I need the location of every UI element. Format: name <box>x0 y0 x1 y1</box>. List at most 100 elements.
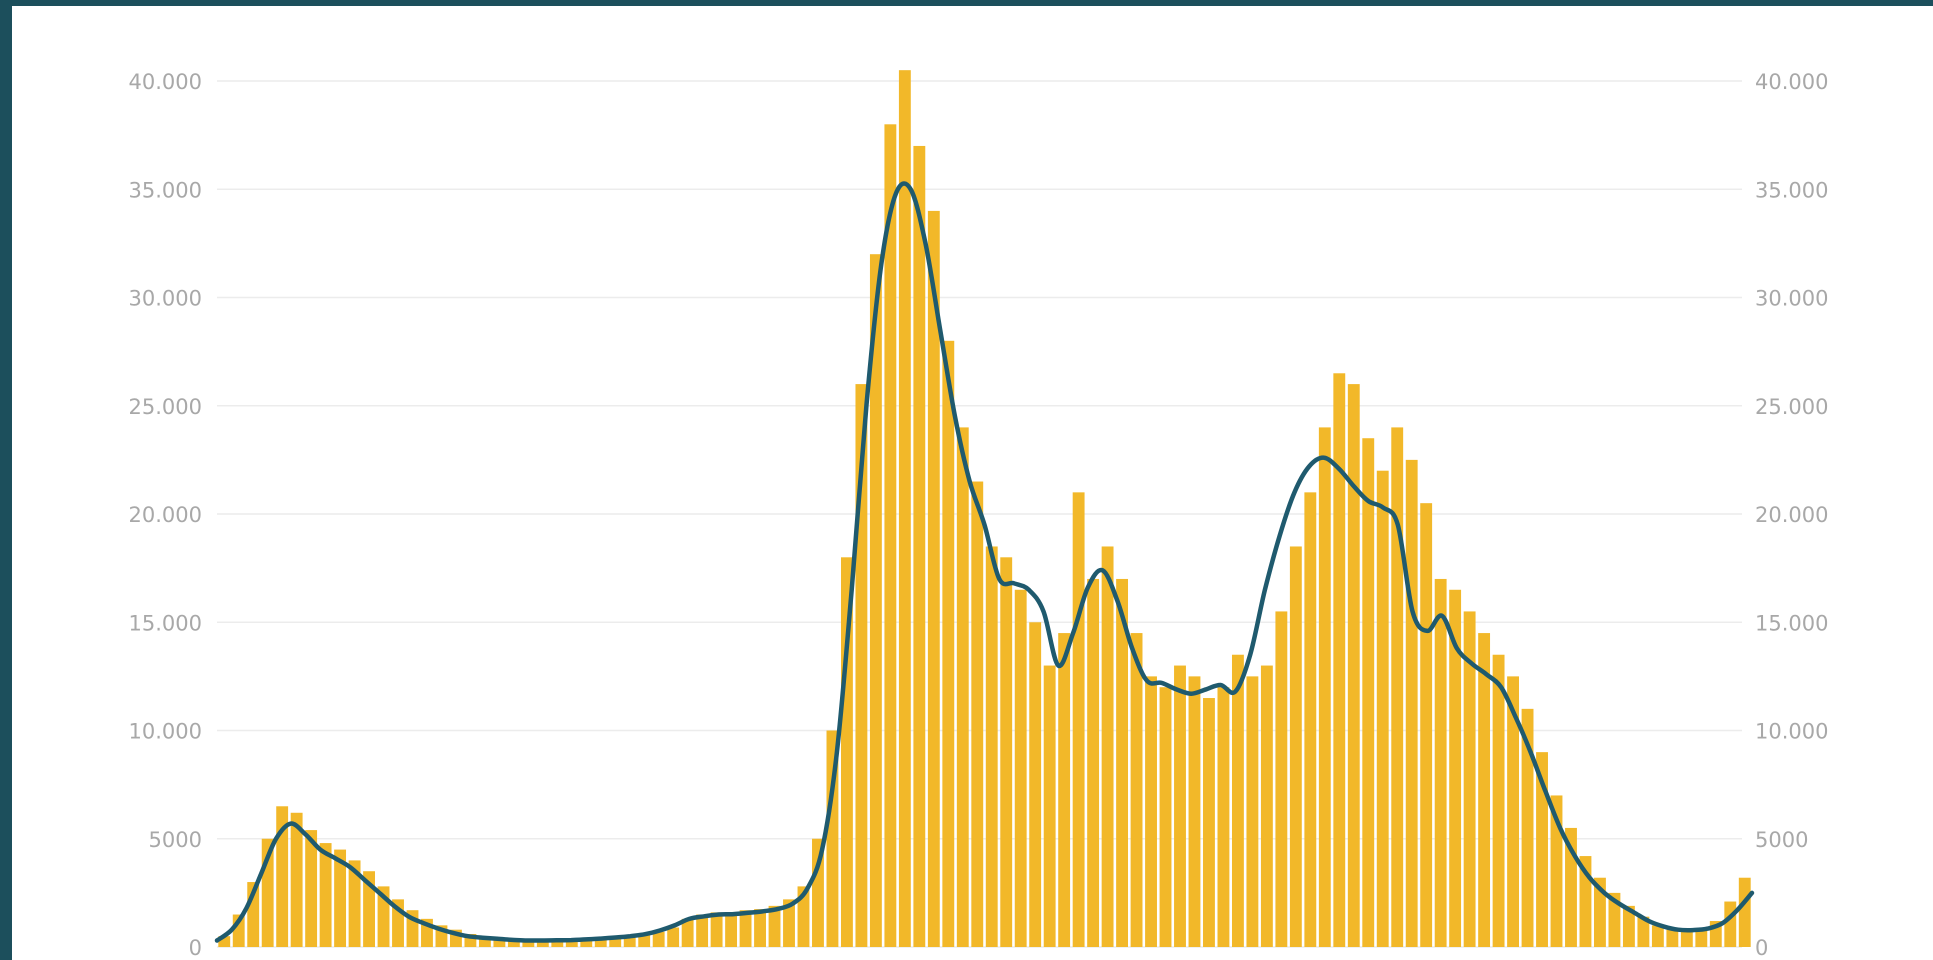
left-tick-label: 5000 <box>149 828 202 852</box>
bar <box>1347 384 1360 948</box>
bar <box>1666 929 1679 947</box>
bar <box>1246 676 1259 947</box>
bar <box>840 557 853 947</box>
left-tick-label: 40.000 <box>129 70 202 94</box>
bar <box>1289 546 1302 947</box>
right-tick-label: 5000 <box>1755 828 1808 852</box>
bar <box>739 910 752 947</box>
bar <box>565 940 578 947</box>
bar <box>1391 427 1404 947</box>
bar <box>377 886 390 947</box>
chart-frame: 0 5000 10.000 15.000 20.000 25.000 30.000 35.00… <box>12 6 1933 960</box>
bar <box>1087 578 1100 947</box>
bar <box>1579 856 1592 947</box>
bar <box>812 838 824 947</box>
bar <box>1188 676 1201 947</box>
bar <box>1159 687 1172 947</box>
bar <box>927 210 940 947</box>
bar <box>884 124 897 948</box>
bar <box>1492 654 1505 947</box>
right-tick-label: 25.000 <box>1755 395 1828 419</box>
bar <box>1029 622 1042 947</box>
bar <box>1608 892 1621 947</box>
bar <box>1333 373 1346 947</box>
bar <box>1362 438 1375 947</box>
bar <box>363 871 375 947</box>
bar <box>1637 916 1650 947</box>
left-tick-label: 10.000 <box>129 720 202 744</box>
bar <box>1724 901 1737 947</box>
bar <box>1449 589 1462 947</box>
bar <box>1000 557 1013 947</box>
bar <box>1058 633 1071 947</box>
bar <box>1420 503 1433 947</box>
bar <box>1680 931 1693 947</box>
left-tick-label: 20.000 <box>129 503 202 527</box>
bar <box>1145 676 1157 947</box>
bar <box>869 254 882 947</box>
bar <box>305 830 318 947</box>
bar <box>1536 752 1548 947</box>
bar <box>435 925 448 947</box>
bar <box>768 905 781 947</box>
bar <box>1622 905 1635 947</box>
bar <box>638 934 651 947</box>
bar <box>1478 633 1491 947</box>
bar <box>450 929 462 947</box>
bar <box>797 886 810 947</box>
bar <box>1507 676 1519 947</box>
bar <box>783 899 795 947</box>
bar <box>1405 459 1418 947</box>
right-tick-label: 35.000 <box>1755 178 1828 202</box>
bar <box>971 481 984 947</box>
bar <box>290 812 303 947</box>
average-line <box>214 181 1755 943</box>
bar <box>1014 589 1027 947</box>
bar <box>652 931 665 947</box>
bar <box>855 384 868 948</box>
bar <box>1709 921 1722 947</box>
left-y-axis: 0 5000 10.000 15.000 20.000 25.000 30.000 35.00… <box>129 70 202 960</box>
right-y-axis: 0 5000 10.000 15.000 20.000 25.000 30.000 35.00… <box>1755 70 1828 960</box>
bar <box>1376 470 1389 947</box>
bar <box>551 940 564 947</box>
bar <box>1231 654 1244 947</box>
bar <box>1174 665 1186 947</box>
bar <box>1116 578 1129 947</box>
bar <box>1550 795 1563 947</box>
bar <box>1101 546 1114 947</box>
left-tick-label: 35.000 <box>129 178 202 202</box>
bar <box>1738 877 1751 947</box>
bar <box>594 938 607 947</box>
bar <box>1072 492 1085 947</box>
bar <box>725 912 738 947</box>
bar <box>609 937 622 947</box>
bar <box>1304 492 1317 947</box>
bar <box>1463 611 1476 947</box>
bar <box>1434 578 1447 947</box>
bar <box>348 860 361 947</box>
bar <box>1043 665 1056 947</box>
bar <box>218 936 231 947</box>
bar <box>1203 698 1215 947</box>
chart: 0 5000 10.000 15.000 20.000 25.000 30.000 35.00… <box>129 70 1829 960</box>
left-tick-label: 30.000 <box>129 287 202 311</box>
bar <box>1651 925 1664 947</box>
bar <box>1260 665 1273 947</box>
bar <box>681 918 694 947</box>
bar <box>754 909 766 947</box>
right-tick-label: 30.000 <box>1755 287 1828 311</box>
bar <box>536 940 549 947</box>
bar <box>334 849 347 947</box>
bar <box>1275 611 1288 947</box>
left-tick-label: 0 <box>189 936 202 960</box>
bar <box>826 730 839 947</box>
right-tick-label: 20.000 <box>1755 503 1828 527</box>
bar <box>898 70 911 948</box>
right-tick-label: 0 <box>1755 936 1768 960</box>
bar <box>276 806 289 947</box>
bar <box>507 939 520 947</box>
bar <box>406 910 419 947</box>
bar <box>913 145 926 947</box>
bar <box>232 914 245 947</box>
